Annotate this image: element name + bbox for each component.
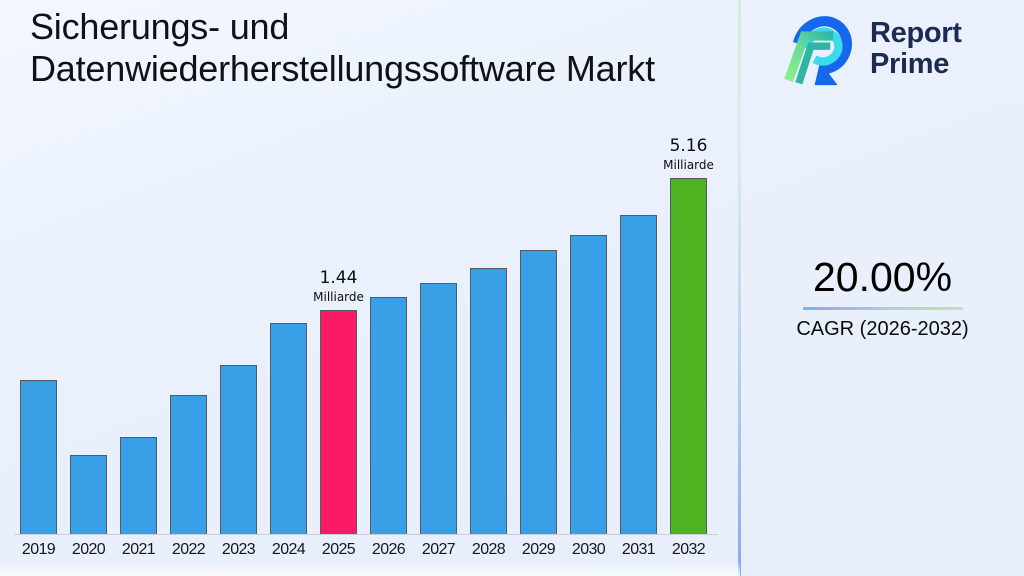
bar-column-2019 bbox=[20, 380, 57, 534]
x-tick-2026: 2026 bbox=[371, 541, 406, 558]
data-label-unit-2032: Milliarde bbox=[663, 158, 714, 172]
report-prime-logo-icon bbox=[784, 16, 852, 86]
x-tick-2021: 2021 bbox=[121, 541, 156, 558]
chart-bars: 1.44 Milliarde 5.16 Milliarde bbox=[20, 109, 714, 534]
x-tick-2031: 2031 bbox=[621, 541, 656, 558]
bar-column-2030 bbox=[570, 235, 607, 534]
x-axis-labels: 2019 2020 2021 2022 2023 2024 2025 2026 2027 2028… bbox=[20, 541, 707, 559]
bar-2021 bbox=[120, 437, 157, 534]
data-label-unit-2025: Milliarde bbox=[313, 290, 364, 304]
x-tick-2028: 2028 bbox=[471, 541, 506, 558]
data-label-2025: 1.44 Milliarde bbox=[313, 268, 364, 304]
bar-column-2032: 5.16 Milliarde bbox=[663, 136, 714, 534]
bar-column-2020 bbox=[70, 455, 107, 534]
bar-column-2021 bbox=[120, 437, 157, 534]
x-tick-2019: 2019 bbox=[21, 541, 56, 558]
bar-column-2028 bbox=[470, 268, 507, 534]
bar-2019 bbox=[20, 380, 57, 534]
bar-2026 bbox=[370, 297, 407, 534]
x-tick-2022: 2022 bbox=[171, 541, 206, 558]
bar-column-2025: 1.44 Milliarde bbox=[313, 268, 364, 534]
bar-2023 bbox=[220, 365, 257, 534]
x-tick-2024: 2024 bbox=[271, 541, 306, 558]
report-prime-logo-text: Report Prime bbox=[870, 18, 962, 80]
x-tick-2032: 2032 bbox=[671, 541, 706, 558]
bar-column-2027 bbox=[420, 283, 457, 534]
x-axis-line bbox=[14, 534, 718, 535]
x-tick-2023: 2023 bbox=[221, 541, 256, 558]
bar-2027 bbox=[420, 283, 457, 534]
cagr-label: CAGR (2026-2032) bbox=[796, 318, 969, 340]
bar-2024 bbox=[270, 323, 307, 534]
logo-word-report: Report bbox=[870, 17, 962, 49]
bar-column-2023 bbox=[220, 365, 257, 534]
bar-2030 bbox=[570, 235, 607, 534]
logo-word-prime: Prime bbox=[870, 48, 950, 80]
data-label-2032: 5.16 Milliarde bbox=[663, 136, 714, 172]
vertical-divider bbox=[738, 0, 741, 576]
bar-column-2029 bbox=[520, 250, 557, 534]
x-tick-2025: 2025 bbox=[321, 541, 356, 558]
x-tick-2030: 2030 bbox=[571, 541, 606, 558]
x-tick-2027: 2027 bbox=[421, 541, 456, 558]
cagr-underline bbox=[802, 307, 963, 310]
x-tick-2029: 2029 bbox=[521, 541, 556, 558]
bottom-fade bbox=[0, 562, 740, 576]
page-title-line2: Datenwiederherstellungssoftware Markt bbox=[30, 48, 655, 89]
data-label-value-2025: 1.44 bbox=[319, 268, 358, 288]
report-prime-logo: Report Prime bbox=[784, 10, 962, 88]
bar-column-2026 bbox=[370, 297, 407, 534]
x-tick-2020: 2020 bbox=[71, 541, 106, 558]
bar-2029 bbox=[520, 250, 557, 534]
bar-2032 bbox=[670, 178, 707, 534]
page-title: Sicherungs- und Datenwiederherstellungss… bbox=[30, 6, 655, 90]
bar-2022 bbox=[170, 395, 207, 534]
cagr-value: 20.00% bbox=[812, 254, 953, 300]
cagr-panel: 20.00% CAGR (2026-2032) bbox=[741, 254, 1024, 341]
page-title-line1: Sicherungs- und bbox=[30, 6, 290, 47]
bar-column-2022 bbox=[170, 395, 207, 534]
bar-2025 bbox=[320, 310, 357, 534]
bar-2031 bbox=[620, 215, 657, 534]
data-label-value-2032: 5.16 bbox=[669, 136, 708, 156]
bar-2020 bbox=[70, 455, 107, 534]
bar-column-2031 bbox=[620, 215, 657, 534]
bar-column-2024 bbox=[270, 323, 307, 534]
bar-2028 bbox=[470, 268, 507, 534]
